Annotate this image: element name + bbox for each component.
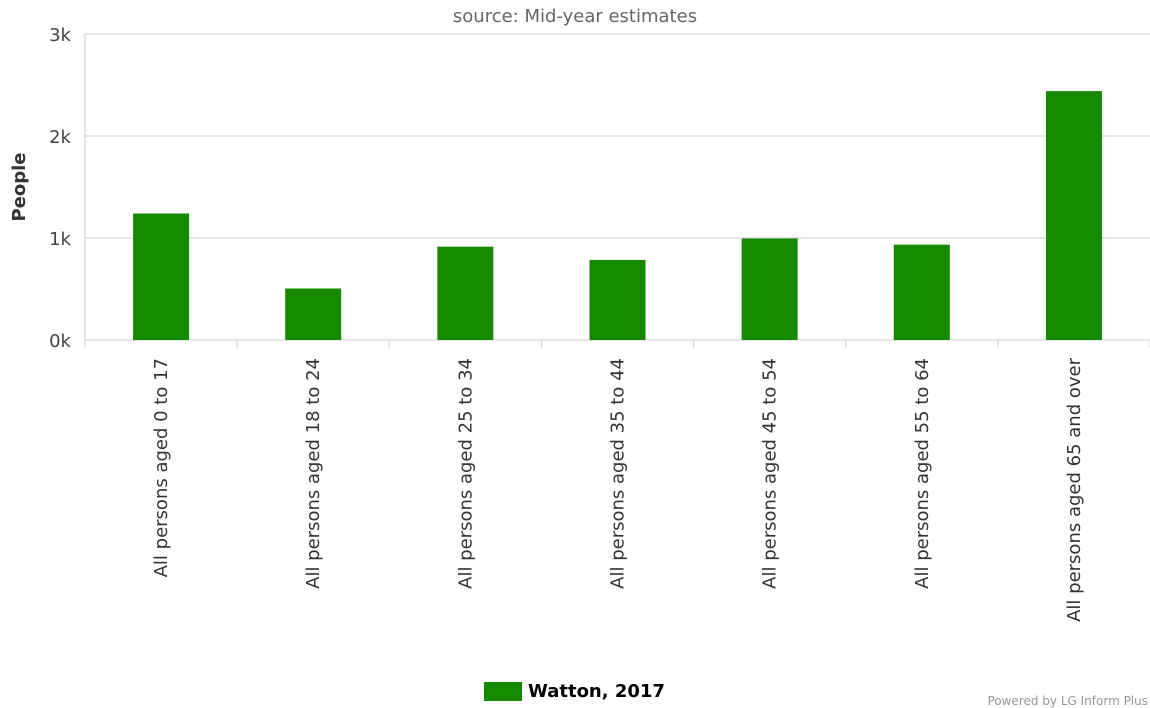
legend[interactable]: Watton, 2017 [484, 681, 665, 702]
y-tick-label: 3k [49, 25, 71, 46]
x-tick-label: All persons aged 0 to 17 [151, 358, 172, 577]
y-tick-label: 0k [49, 331, 71, 352]
bar[interactable] [285, 288, 342, 340]
bar[interactable] [437, 246, 494, 340]
legend-swatch [484, 682, 522, 701]
x-tick-label: All persons aged 18 to 24 [303, 358, 324, 589]
credits-link[interactable]: Powered by LG Inform Plus [987, 694, 1148, 708]
x-tick-label: All persons aged 65 and over [1064, 357, 1085, 621]
legend-label: Watton, 2017 [528, 681, 665, 702]
y-tick-label: 1k [49, 229, 71, 250]
bar[interactable] [893, 244, 950, 340]
bar[interactable] [133, 213, 190, 340]
chart-subtitle: source: Mid-year estimates [452, 6, 698, 27]
x-tick-label: All persons aged 25 to 34 [455, 358, 476, 589]
x-tick-label: All persons aged 45 to 54 [760, 358, 781, 589]
x-tick-label: All persons aged 35 to 44 [608, 358, 629, 589]
y-tick-label: 2k [49, 127, 71, 148]
bar[interactable] [741, 238, 798, 340]
y-axis-title: People [9, 152, 30, 221]
bar[interactable] [589, 259, 646, 340]
x-tick-label: All persons aged 55 to 64 [912, 358, 933, 589]
bar[interactable] [1045, 91, 1102, 341]
